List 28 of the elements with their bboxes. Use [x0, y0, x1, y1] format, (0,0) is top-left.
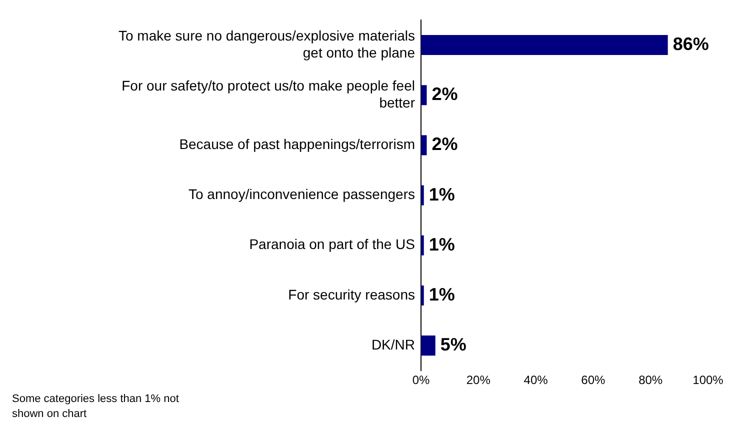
- x-tick-label: 60%: [581, 373, 606, 388]
- data-label: 2%: [432, 134, 458, 154]
- y-tick-label: Because of past happenings/terrorism: [179, 136, 415, 152]
- x-tick-label: 40%: [524, 373, 548, 388]
- bar: [421, 285, 424, 306]
- text: Some categories less than 1% not shown on chart: [12, 392, 180, 422]
- data-label: 86%: [672, 34, 709, 54]
- y-tick-label: For our safety/to protect us/to make people feel better: [122, 78, 416, 110]
- data-label: 2%: [432, 84, 458, 104]
- y-tick-label: To annoy/inconvenience passengers: [188, 186, 415, 202]
- x-tick-label: 80%: [638, 373, 663, 388]
- data-label: 1%: [428, 234, 455, 254]
- data-label: 5%: [440, 334, 466, 355]
- y-tick-label: DK/NR: [371, 336, 415, 352]
- bar: [421, 85, 427, 106]
- x-tick-label: 100%: [692, 373, 724, 388]
- bar: [421, 35, 668, 56]
- x-tick-label: 20%: [466, 373, 491, 388]
- y-tick-label: To make sure no dangerous/explosive materials get onto the plane: [118, 28, 416, 60]
- bar: [421, 135, 427, 156]
- bar: [421, 185, 424, 206]
- x-tick-label: 0%: [412, 373, 430, 388]
- bar: [421, 235, 424, 256]
- y-tick-label: Paranoia on part of the US: [249, 236, 415, 252]
- data-label: 1%: [428, 284, 455, 304]
- bar: [421, 336, 436, 356]
- y-tick-label: For security reasons: [288, 286, 415, 302]
- data-label: 1%: [428, 184, 455, 204]
